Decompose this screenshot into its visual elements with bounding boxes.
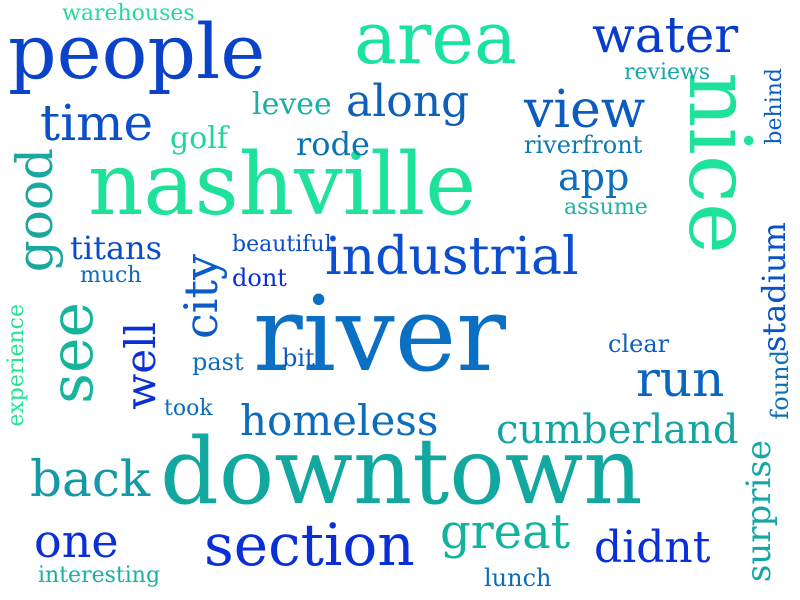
word-warehouses: warehouses (62, 1, 195, 26)
word-lunch: lunch (484, 564, 552, 592)
word-interesting: interesting (38, 563, 161, 588)
word-time: time (40, 94, 154, 152)
word-titans: titans (70, 229, 163, 267)
word-surprise: surprise (739, 440, 779, 583)
word-didnt: didnt (594, 522, 711, 573)
word-levee: levee (252, 87, 332, 122)
word-nashville: nashville (88, 135, 477, 235)
word-bit: bit (282, 344, 315, 372)
word-run: run (636, 350, 725, 408)
word-beautiful: beautiful (232, 232, 332, 257)
word-homeless: homeless (240, 396, 439, 445)
word-people: people (8, 7, 266, 96)
word-city: city (174, 254, 228, 339)
word-clear: clear (608, 330, 670, 358)
word-stadium: stadium (755, 222, 793, 353)
word-took: took (164, 396, 213, 421)
word-view: view (524, 80, 646, 140)
word-downtown: downtown (160, 418, 643, 525)
word-nice: nice (669, 72, 769, 254)
word-past: past (192, 348, 244, 376)
word-river: river (253, 273, 506, 395)
word-riverfront: riverfront (524, 131, 643, 159)
word-see: see (37, 302, 107, 404)
word-reviews: reviews (624, 60, 711, 85)
word-assume: assume (564, 195, 648, 220)
word-section: section (204, 511, 415, 579)
word-industrial: industrial (325, 227, 579, 287)
word-rode: rode (296, 125, 370, 163)
word-app: app (558, 155, 630, 199)
word-good: good (6, 148, 64, 273)
word-golf: golf (170, 121, 228, 156)
word-along: along (346, 76, 470, 127)
word-experience: experience (4, 304, 29, 427)
word-great: great (440, 504, 570, 560)
word-water: water (592, 6, 739, 64)
word-much: much (80, 263, 142, 288)
word-cumberland: cumberland (496, 407, 739, 453)
word-found: found (766, 350, 794, 420)
word-behind: behind (762, 68, 787, 145)
word-dont: dont (232, 264, 287, 292)
word-back: back (30, 450, 151, 508)
word-area: area (354, 0, 517, 80)
word-one: one (34, 514, 119, 568)
word-well: well (116, 322, 165, 410)
